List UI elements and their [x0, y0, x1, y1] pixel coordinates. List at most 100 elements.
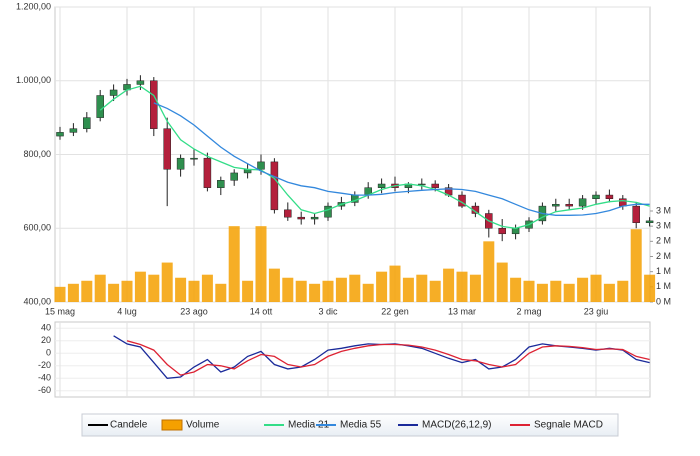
x-tick-label: 23 ago	[180, 306, 208, 316]
volume-bar	[108, 283, 120, 302]
candle-body	[230, 172, 238, 181]
macd-tick-label: 40	[41, 323, 51, 333]
volume-bar	[590, 274, 602, 302]
legend-label: Segnale MACD	[534, 420, 603, 431]
volume-bar	[175, 277, 187, 302]
volume-bar	[335, 277, 347, 302]
candle-body	[431, 183, 439, 188]
candle-body	[176, 157, 185, 170]
legend-label: Media 55	[340, 420, 382, 431]
volume-bar	[282, 277, 294, 302]
candle-body	[619, 198, 627, 207]
candle-body	[511, 228, 520, 235]
volume-bar	[67, 283, 79, 302]
y2-tick-label: 3 M	[656, 205, 671, 215]
macd-line	[126, 340, 650, 376]
volume-bar	[577, 277, 589, 302]
volume-bar	[603, 283, 615, 302]
volume-bar	[483, 241, 495, 302]
x-tick-label: 2 mag	[516, 306, 541, 316]
volume-bar	[469, 274, 481, 302]
candle-body	[190, 157, 198, 160]
candle-body	[96, 95, 104, 118]
legend-label: MACD(26,12,9)	[422, 420, 491, 431]
volume-bar	[630, 229, 642, 302]
x-tick-label: 14 ott	[250, 306, 273, 316]
volume-bar	[161, 262, 173, 302]
candle-body	[498, 228, 506, 235]
moving-average	[99, 85, 650, 229]
macd-panel	[54, 321, 651, 398]
volume-bar	[322, 280, 334, 302]
candle-body	[257, 161, 265, 170]
macd-tick-label: -40	[38, 373, 51, 383]
candle-body	[310, 216, 319, 220]
candle-body	[109, 89, 118, 96]
x-tick-label: 4 lug	[117, 306, 137, 316]
y2-tick-label: 0 M	[656, 296, 671, 306]
y-tick-label: 1.200,00	[16, 1, 51, 11]
y-tick-label: 800,00	[23, 149, 51, 159]
volume-bar	[255, 226, 267, 302]
x-tick-label: 23 giu	[584, 306, 609, 316]
volume-bar	[617, 280, 629, 302]
volume-bar	[148, 274, 160, 302]
legend-label: Media 21	[288, 420, 330, 431]
candle-body	[69, 128, 78, 133]
legend-label: Volume	[186, 420, 220, 431]
volume-bar	[94, 274, 106, 302]
volume-bar	[536, 283, 548, 302]
candle-body	[136, 80, 145, 85]
x-tick-label: 15 mag	[45, 306, 75, 316]
candle-body	[297, 216, 305, 220]
volume-bar	[228, 226, 240, 302]
volume-bar	[268, 268, 280, 302]
volume-bar	[389, 265, 401, 302]
volume-bar	[402, 277, 414, 302]
y2-tick-label: 1 M	[656, 266, 671, 276]
volume-bar	[644, 274, 656, 302]
candle-body	[565, 204, 573, 207]
volume-bar	[510, 277, 522, 302]
volume-bar	[550, 280, 562, 302]
candle-body	[163, 128, 171, 170]
candle-body	[284, 209, 292, 218]
candle-body	[150, 80, 158, 129]
candle-body	[632, 205, 640, 223]
candle-body	[324, 205, 332, 218]
candle-body	[56, 132, 64, 137]
volume-bar	[201, 274, 213, 302]
volume-bar	[81, 280, 93, 302]
volume-bar	[376, 271, 388, 302]
volume-bar	[456, 271, 468, 302]
volume-bar	[54, 286, 66, 302]
macd-tick-label: 20	[41, 335, 51, 345]
macd-tick-label: -20	[38, 360, 51, 370]
candle-body	[203, 157, 212, 188]
macd-tick-label: 0	[46, 348, 51, 358]
y2-tick-label: 2 M	[656, 251, 671, 261]
volume-bar	[215, 283, 227, 302]
volume-bar	[362, 283, 374, 302]
volume-bar	[416, 274, 428, 302]
candle-body	[592, 194, 600, 199]
candle-body	[578, 198, 587, 207]
volume-bar	[429, 280, 441, 302]
candle-body	[217, 180, 225, 188]
x-tick-label: 22 gen	[381, 306, 409, 316]
legend-label: Candele	[110, 420, 148, 431]
volume-bar	[242, 280, 254, 302]
volume-bar	[295, 280, 307, 302]
volume-bar	[443, 268, 455, 302]
y2-tick-label: 1 M	[656, 281, 671, 291]
volume-bar	[121, 280, 133, 302]
y-tick-label: 600,00	[23, 223, 51, 233]
candle-body	[377, 183, 386, 188]
x-tick-label: 3 dic	[318, 306, 338, 316]
candle-body	[645, 220, 654, 223]
y2-tick-label: 2 M	[656, 236, 671, 246]
volume-bar	[309, 283, 321, 302]
candle-body	[418, 183, 426, 186]
y-tick-label: 1.000,00	[16, 75, 51, 85]
